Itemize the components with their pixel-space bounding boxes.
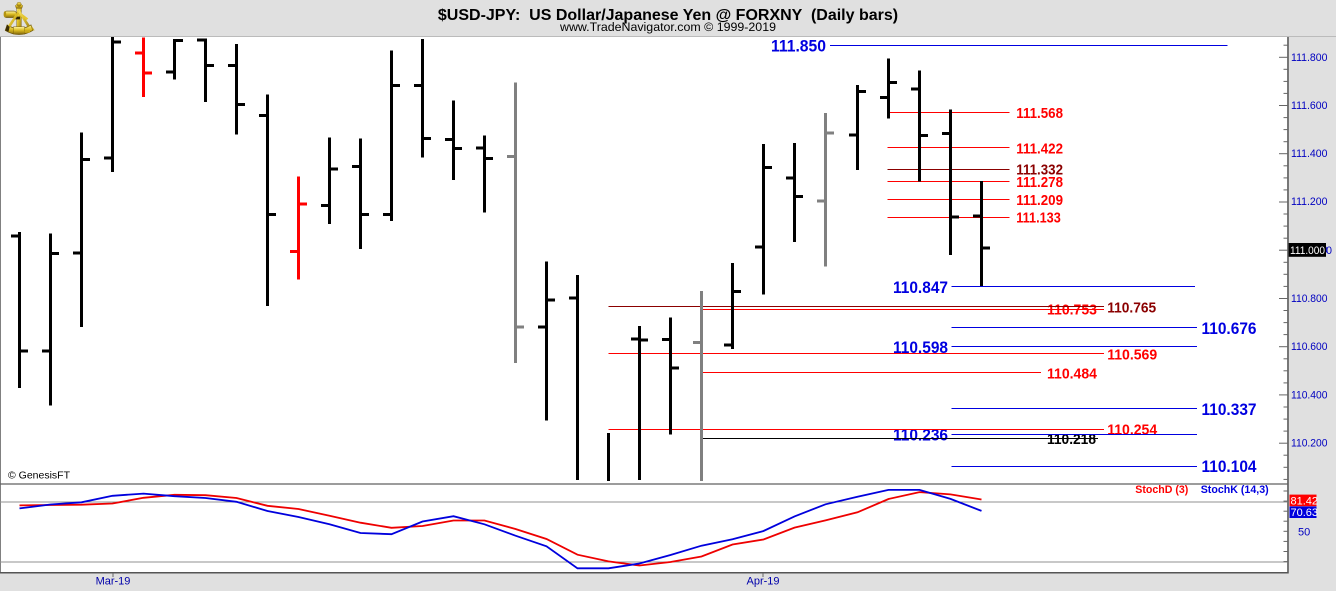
- svg-text:70.63: 70.63: [1291, 507, 1319, 519]
- svg-text:110.400: 110.400: [1291, 389, 1328, 401]
- svg-text:50: 50: [1298, 527, 1310, 539]
- svg-text:111.800: 111.800: [1291, 52, 1328, 64]
- svg-text:110.337: 110.337: [1202, 400, 1257, 419]
- svg-text:81.42: 81.42: [1291, 495, 1319, 507]
- svg-text:© GenesisFT: © GenesisFT: [8, 470, 71, 482]
- svg-text:111.600: 111.600: [1291, 100, 1328, 112]
- svg-text:111.200: 111.200: [1291, 196, 1328, 208]
- svg-text:110.598: 110.598: [893, 338, 948, 357]
- svg-text:110.484: 110.484: [1047, 365, 1098, 382]
- svg-text:110.569: 110.569: [1107, 346, 1157, 363]
- svg-text:111.278: 111.278: [1016, 174, 1063, 191]
- svg-text:Mar-19: Mar-19: [96, 576, 131, 588]
- svg-text:110.218: 110.218: [1047, 431, 1096, 448]
- svg-text:110.600: 110.600: [1291, 341, 1328, 353]
- svg-text:110.765: 110.765: [1107, 299, 1156, 316]
- svg-text:111.850: 111.850: [771, 37, 826, 56]
- svg-text:111.332: 111.332: [1016, 162, 1063, 179]
- svg-text:111.400: 111.400: [1291, 148, 1328, 160]
- svg-text:110.254: 110.254: [1107, 421, 1158, 438]
- svg-text:$USD-JPY: US Dollar/Japanese: $USD-JPY: US Dollar/Japanese Yen @ FORXN…: [438, 7, 898, 24]
- svg-text:111.568: 111.568: [1016, 105, 1063, 122]
- svg-text:110.104: 110.104: [1202, 457, 1258, 476]
- svg-text:110.676: 110.676: [1202, 319, 1257, 338]
- svg-text:110.800: 110.800: [1291, 293, 1328, 305]
- svg-text:StochK (14,3): StochK (14,3): [1201, 484, 1269, 496]
- svg-text:StochD (3): StochD (3): [1135, 484, 1188, 496]
- svg-text:111.209: 111.209: [1016, 192, 1063, 209]
- svg-text:110.236: 110.236: [893, 425, 948, 444]
- svg-text:111.000: 111.000: [1290, 245, 1325, 257]
- svg-text:www.TradeNavigator.com © 1999-: www.TradeNavigator.com © 1999-2019: [559, 20, 776, 34]
- svg-text:111.133: 111.133: [1016, 210, 1061, 227]
- svg-text:110.200: 110.200: [1291, 438, 1328, 450]
- svg-text:111.422: 111.422: [1016, 140, 1063, 157]
- svg-text:Apr-19: Apr-19: [746, 576, 779, 588]
- svg-text:110.847: 110.847: [893, 278, 948, 297]
